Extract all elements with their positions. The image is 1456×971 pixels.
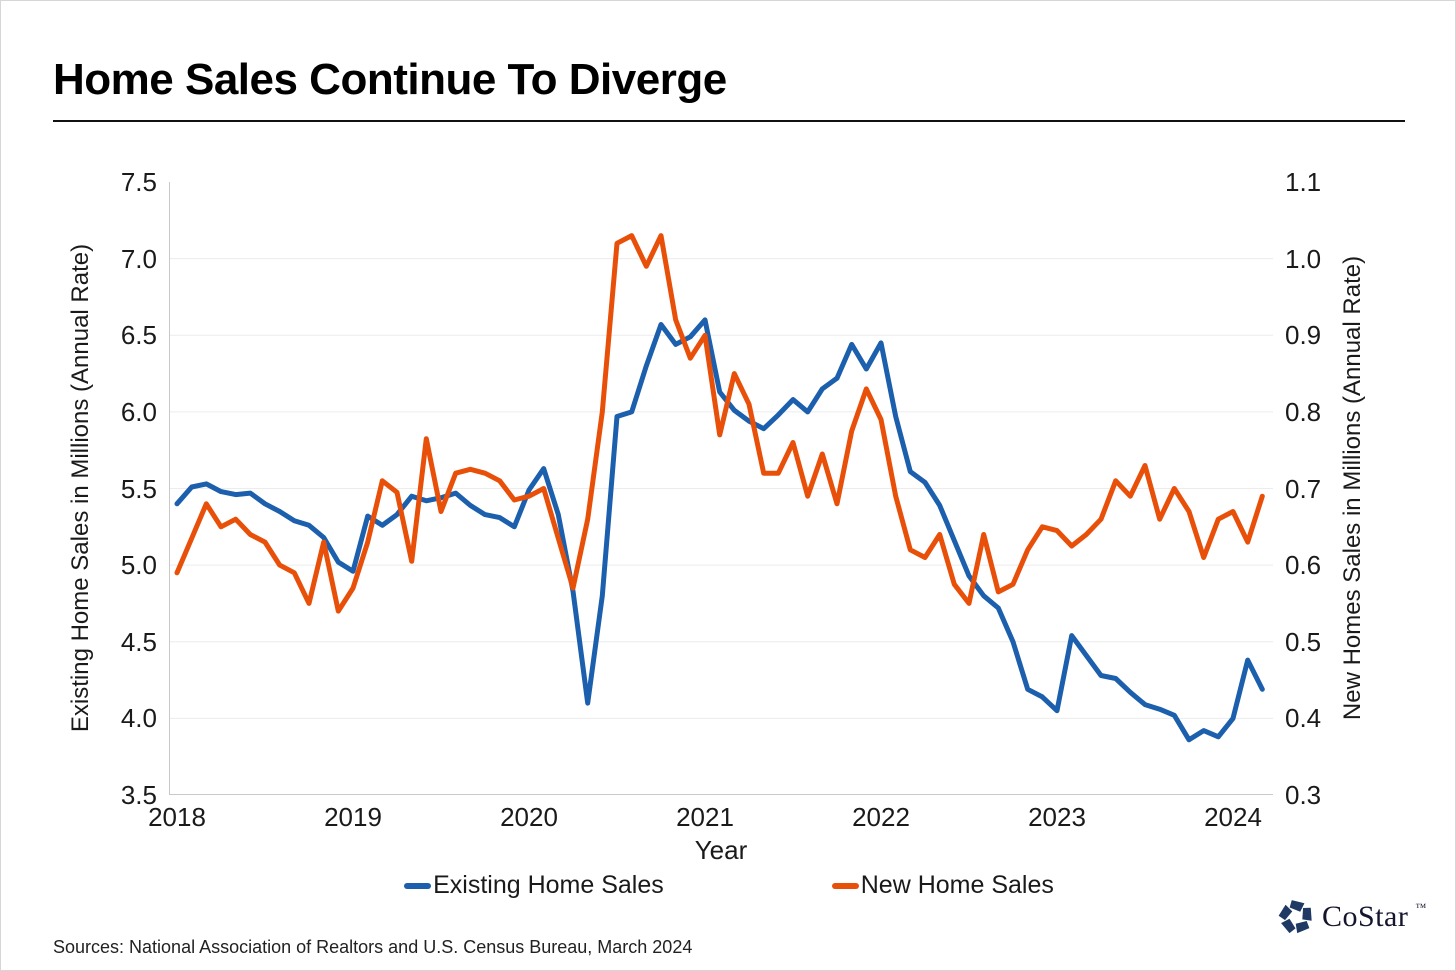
x-axis-tick-2019: 2019 bbox=[324, 802, 382, 832]
page-title: Home Sales Continue To Diverge bbox=[53, 55, 727, 104]
right-axis-tick-0.4: 0.4 bbox=[1285, 703, 1322, 733]
right-axis-tick-0.9: 0.9 bbox=[1285, 320, 1322, 350]
right-axis-tick-1.0: 1.0 bbox=[1285, 244, 1322, 274]
x-axis-tick-2020: 2020 bbox=[500, 802, 558, 832]
legend-swatch bbox=[404, 882, 432, 889]
legend-item-new-home-sales: New Home Sales bbox=[831, 871, 1054, 900]
costar-logotype: CoStar bbox=[1322, 900, 1409, 933]
x-axis-tick-2018: 2018 bbox=[148, 802, 206, 832]
left-axis-tick-5.5: 5.5 bbox=[120, 474, 157, 504]
legend-label: New Home Sales bbox=[860, 871, 1054, 899]
right-axis-tick-0.5: 0.5 bbox=[1285, 627, 1322, 657]
left-axis-tick-4.5: 4.5 bbox=[120, 627, 157, 657]
costar-pinwheel-icon bbox=[1278, 900, 1312, 934]
x-axis-tick-2021: 2021 bbox=[676, 802, 734, 832]
title-divider bbox=[53, 120, 1405, 122]
x-axis-tick-2022: 2022 bbox=[852, 802, 910, 832]
legend-swatch bbox=[831, 882, 859, 889]
trademark-symbol: ™ bbox=[1415, 902, 1427, 914]
right-axis-tick-0.7: 0.7 bbox=[1285, 474, 1322, 504]
costar-brand: CoStar ™ bbox=[1277, 898, 1426, 936]
legend-item-existing-home-sales: Existing Home Sales bbox=[404, 871, 664, 900]
left-axis-tick-4.0: 4.0 bbox=[120, 703, 157, 733]
right-axis-tick-1.1: 1.1 bbox=[1285, 167, 1322, 197]
new-home-sales-line bbox=[174, 233, 1265, 614]
x-axis-title: Year bbox=[694, 835, 748, 865]
sources-note: Sources: National Association of Realtor… bbox=[53, 937, 693, 957]
line-chart bbox=[169, 182, 1273, 795]
existing-home-sales-line bbox=[174, 317, 1265, 743]
plot-area bbox=[169, 182, 1273, 795]
left-axis-tick-7.0: 7.0 bbox=[120, 244, 157, 274]
right-axis-tick-0.8: 0.8 bbox=[1285, 397, 1322, 427]
legend-label: Existing Home Sales bbox=[433, 871, 664, 899]
left-axis-tick-7.5: 7.5 bbox=[120, 167, 157, 197]
left-axis-tick-6.0: 6.0 bbox=[120, 397, 157, 427]
left-axis-tick-3.5: 3.5 bbox=[120, 780, 157, 810]
right-axis-tick-0.3: 0.3 bbox=[1285, 780, 1322, 810]
left-axis-tick-6.5: 6.5 bbox=[120, 320, 157, 350]
x-axis-tick-2024: 2024 bbox=[1204, 802, 1262, 832]
right-axis-tick-0.6: 0.6 bbox=[1285, 550, 1322, 580]
x-axis-tick-2023: 2023 bbox=[1028, 802, 1086, 832]
left-axis-tick-5.0: 5.0 bbox=[120, 550, 157, 580]
chart-legend: Existing Home Sales New Home Sales bbox=[1, 871, 1455, 900]
